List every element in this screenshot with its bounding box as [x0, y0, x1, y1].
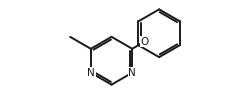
Text: O: O — [140, 37, 149, 47]
Text: N: N — [87, 68, 95, 78]
Text: N: N — [128, 68, 136, 78]
